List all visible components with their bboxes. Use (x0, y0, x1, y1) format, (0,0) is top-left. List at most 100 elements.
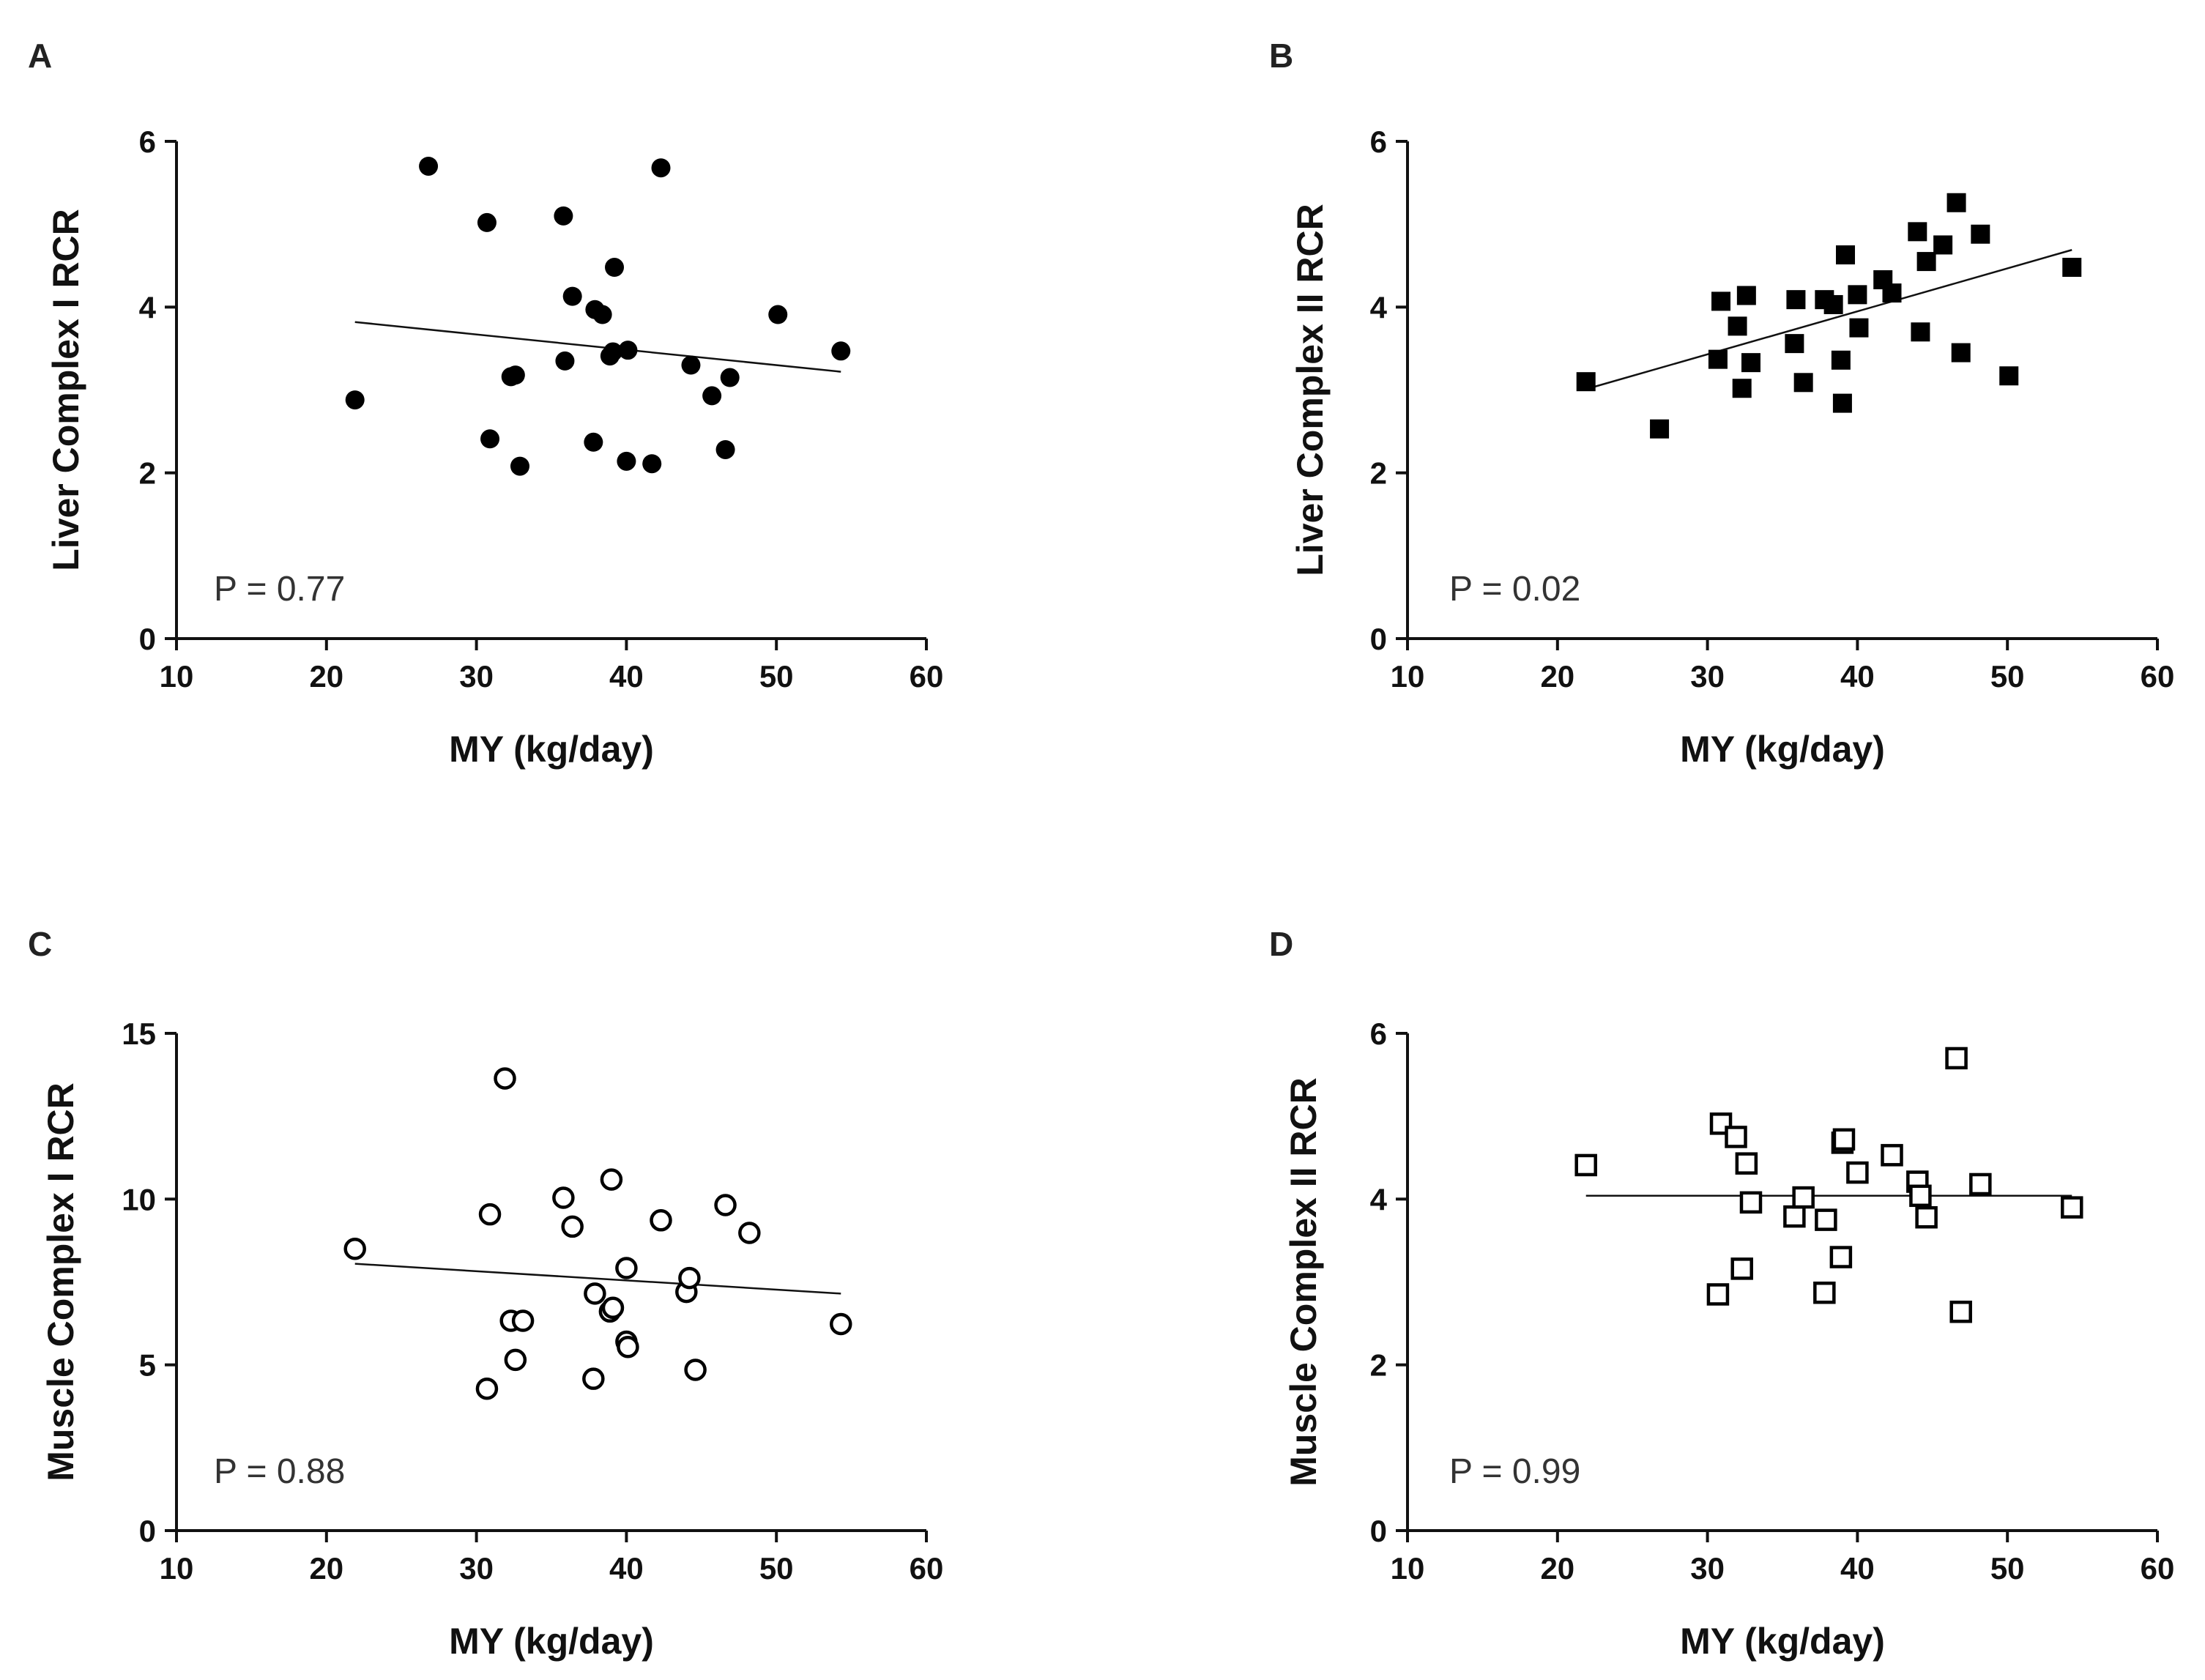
data-point (1576, 372, 1596, 392)
data-point (601, 1296, 625, 1320)
y-tick-label: 4 (139, 290, 157, 324)
data-point (1793, 373, 1813, 393)
data-point (617, 451, 636, 471)
data-point (592, 305, 612, 324)
data-point (562, 286, 582, 306)
data-point (1848, 285, 1867, 305)
data-point (1849, 318, 1869, 338)
x-tick-label: 20 (1540, 659, 1574, 694)
p-value-annotation: P = 0.88 (214, 1452, 345, 1491)
data-point (650, 1209, 672, 1232)
data-point (1735, 1152, 1758, 1175)
y-tick-label: 4 (1370, 290, 1388, 324)
data-point (478, 1203, 502, 1226)
data-point (830, 1312, 852, 1336)
data-point (494, 1067, 516, 1090)
data-point (1650, 419, 1670, 439)
data-point (678, 1266, 701, 1290)
data-point (715, 439, 735, 459)
data-point (1999, 366, 2019, 386)
x-tick-label: 30 (459, 659, 494, 694)
y-tick-label: 4 (1370, 1182, 1388, 1216)
y-tick-label: 5 (139, 1348, 156, 1383)
data-point (510, 456, 529, 476)
y-tick-label: 0 (139, 1514, 156, 1548)
x-axis-title: MY (kg/day) (1680, 729, 1885, 770)
data-point (511, 1309, 535, 1332)
x-tick-label: 10 (160, 659, 194, 694)
x-tick-label: 50 (759, 1551, 794, 1586)
data-point (714, 1194, 737, 1216)
panel-letter: B (1269, 37, 1293, 75)
y-tick-label: 2 (139, 456, 156, 491)
y-axis-title: Muscle Complex I RCR (40, 1082, 81, 1482)
x-tick-label: 20 (309, 659, 343, 694)
data-point (1785, 334, 1804, 354)
x-axis-title: MY (kg/day) (1680, 1621, 1885, 1662)
data-point (1739, 1191, 1763, 1214)
x-tick-label: 10 (160, 1551, 194, 1586)
data-point (1945, 1047, 1968, 1070)
data-point (831, 341, 851, 361)
data-point (618, 341, 638, 360)
y-tick-label: 6 (1370, 1016, 1387, 1051)
regression-line (354, 1263, 841, 1295)
data-point (1832, 1128, 1856, 1151)
data-point (1732, 379, 1752, 398)
data-point (1915, 1205, 1938, 1229)
data-point (1846, 1161, 1869, 1184)
data-point (1709, 1112, 1733, 1135)
data-point (477, 212, 497, 232)
data-point (2062, 258, 2082, 278)
y-axis-title: Muscle Complex II RCR (1283, 1077, 1324, 1486)
data-point (561, 1215, 584, 1238)
data-point (1736, 286, 1756, 305)
data-point (2061, 1196, 2083, 1219)
data-point (1706, 1283, 1730, 1306)
x-tick-label: 10 (1391, 1551, 1425, 1586)
p-value-annotation: P = 0.02 (1449, 570, 1580, 609)
x-tick-label: 30 (1690, 1551, 1725, 1586)
data-point (1813, 1281, 1836, 1304)
panel-b: B 10 20 30 40 50 60 0 2 4 6 MY (kg/day) Liver Comple… (1269, 37, 2174, 770)
y-tick-label: 0 (1370, 622, 1387, 656)
x-tick-label: 60 (2141, 659, 2175, 694)
data-point (1831, 350, 1851, 370)
x-axis-title: MY (kg/day) (449, 729, 654, 770)
data-point (1786, 290, 1806, 310)
x-tick-label: 30 (1690, 659, 1725, 694)
data-point (1949, 1300, 1972, 1323)
x-tick-label: 60 (2141, 1551, 2175, 1586)
data-point (651, 158, 671, 178)
y-tick-label: 15 (122, 1016, 156, 1051)
x-tick-label: 60 (910, 1551, 944, 1586)
data-point (1882, 283, 1902, 303)
data-point (505, 365, 525, 385)
x-tick-label: 10 (1391, 659, 1425, 694)
x-tick-label: 40 (1840, 659, 1875, 694)
y-tick-label: 2 (1370, 1348, 1387, 1383)
data-point (504, 1348, 527, 1372)
data-point (617, 1335, 639, 1359)
x-tick-label: 20 (309, 1551, 343, 1586)
data-point (600, 1168, 623, 1191)
data-point (642, 454, 662, 474)
data-point (1574, 1153, 1597, 1177)
data-point (1946, 193, 1966, 212)
data-point (702, 386, 722, 406)
data-point (681, 355, 701, 375)
y-tick-label: 0 (139, 622, 156, 656)
data-point (1911, 322, 1930, 342)
data-point (1792, 1186, 1815, 1209)
regression-line (354, 321, 841, 373)
y-axis-title: Liver Complex I RCR (45, 209, 86, 571)
regression-line (1585, 249, 2072, 390)
data-point (475, 1378, 499, 1400)
data-point (1951, 343, 1971, 363)
data-point (1823, 294, 1843, 314)
x-tick-label: 50 (759, 659, 794, 694)
data-point (1836, 245, 1856, 265)
x-tick-label: 40 (609, 659, 644, 694)
data-point (1708, 349, 1728, 369)
